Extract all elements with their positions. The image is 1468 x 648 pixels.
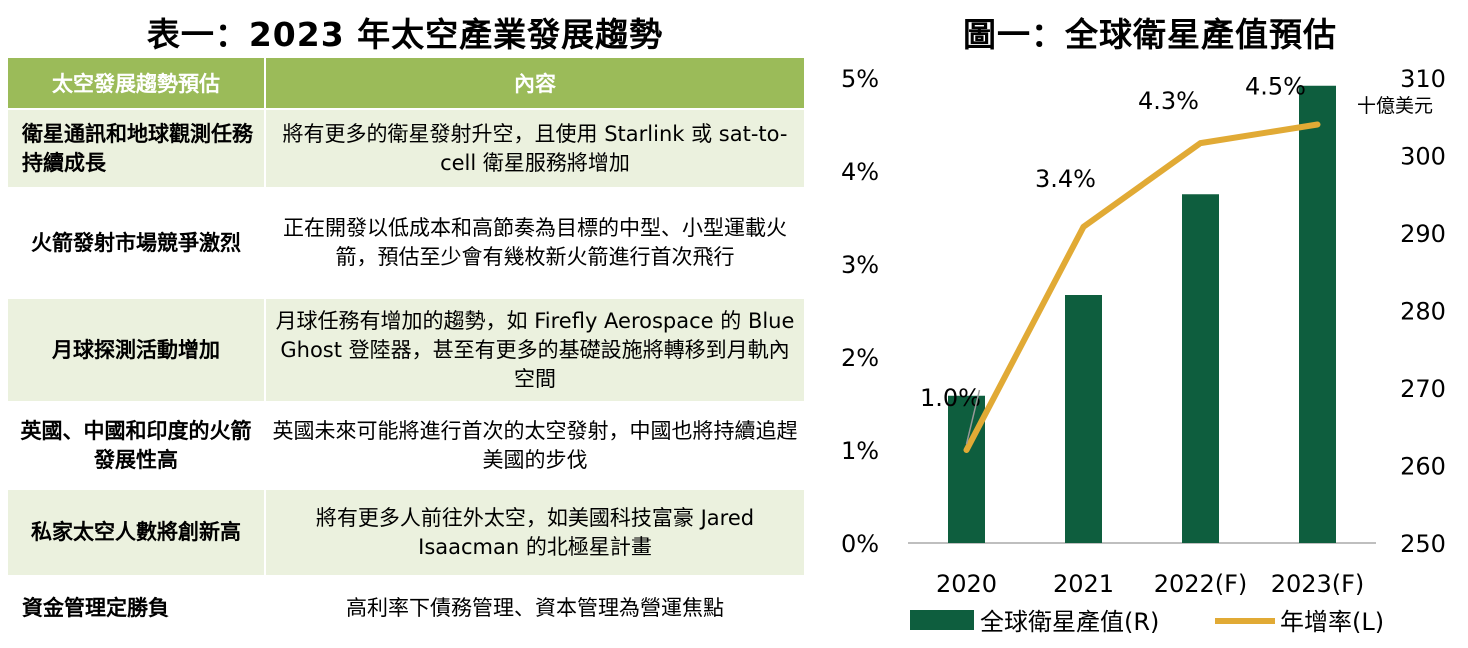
left-axis-tick-label: 5% xyxy=(841,65,879,93)
trend-cell: 資金管理定勝負 xyxy=(6,575,266,641)
left-axis-tick-label: 4% xyxy=(841,158,879,186)
left-axis-tick-label: 2% xyxy=(841,344,879,372)
table-row: 月球探測活動增加 月球任務有增加的趨勢，如 Firefly Aerospace … xyxy=(6,297,806,403)
right-axis-tick-label: 310 xyxy=(1400,65,1446,93)
bar-satellite-value xyxy=(1065,295,1102,543)
right-axis-tick-label: 280 xyxy=(1400,298,1446,326)
table-row: 英國、中國和印度的火箭發展性高 英國未來可能將進行首次的太空發射，中國也將持續追… xyxy=(6,401,806,490)
bar-satellite-value xyxy=(1182,194,1219,543)
growth-rate-data-label: 1.0% xyxy=(920,384,981,412)
table-title: 表一：2023 年太空產業發展趨勢 xyxy=(146,15,664,54)
x-axis-tick-label: 2023(F) xyxy=(1271,570,1365,598)
table-row: 衛星通訊和地球觀測任務持續成長 將有更多的衛星發射升空，且使用 Starlink… xyxy=(6,108,806,189)
trend-cell: 英國、中國和印度的火箭發展性高 xyxy=(6,401,266,490)
right-axis-tick-label: 300 xyxy=(1400,143,1446,171)
content-cell: 將有更多的衛星發射升空，且使用 Starlink 或 sat-to-cell 衛… xyxy=(264,108,806,189)
left-axis-tick-label: 3% xyxy=(841,251,879,279)
chart-title: 圖一：全球衛星產值預估 xyxy=(963,15,1337,54)
trend-cell: 私家太空人數將創新高 xyxy=(6,488,266,577)
legend-swatch-bar xyxy=(910,610,974,630)
content-cell: 英國未來可能將進行首次的太空發射，中國也將持續追趕美國的步伐 xyxy=(264,401,806,490)
content-cell: 正在開發以低成本和高節奏為目標的中型、小型運載火箭，預估至少會有幾枚新火箭進行首… xyxy=(264,187,806,299)
growth-rate-data-label: 4.3% xyxy=(1138,87,1199,115)
data-label-leader-line xyxy=(965,389,981,445)
x-axis-tick-label: 2022(F) xyxy=(1154,570,1248,598)
legend-label-line: 年增率(L) xyxy=(1280,608,1384,636)
legend-label-bar: 全球衛星產值(R) xyxy=(980,608,1159,636)
table-row: 私家太空人數將創新高 將有更多人前往外太空，如美國科技富豪 Jared Isaa… xyxy=(6,488,806,577)
right-axis-unit: 十億美元 xyxy=(1357,95,1433,117)
growth-rate-data-label: 4.5% xyxy=(1245,73,1306,101)
growth-rate-data-label: 3.4% xyxy=(1035,165,1096,193)
header-content: 內容 xyxy=(264,56,806,110)
bar-satellite-value xyxy=(948,395,985,543)
left-axis-tick-label: 1% xyxy=(841,437,879,465)
trends-table: 太空發展趨勢預估 內容 衛星通訊和地球觀測任務持續成長 將有更多的衛星發射升空，… xyxy=(6,56,806,641)
line-growth-rate xyxy=(963,121,1321,453)
x-axis-tick-label: 2020 xyxy=(936,570,997,598)
right-axis-tick-label: 260 xyxy=(1400,453,1446,481)
bar-satellite-value xyxy=(1299,85,1336,543)
content-cell: 將有更多人前往外太空，如美國科技富豪 Jared Isaacman 的北極星計畫 xyxy=(264,488,806,577)
x-axis-tick-label: 2021 xyxy=(1053,570,1114,598)
right-axis-tick-label: 270 xyxy=(1400,375,1446,403)
header-trend: 太空發展趨勢預估 xyxy=(6,56,266,110)
right-axis-tick-label: 290 xyxy=(1400,220,1446,248)
table-row: 火箭發射市場競爭激烈 正在開發以低成本和高節奏為目標的中型、小型運載火箭，預估至… xyxy=(6,187,806,299)
content-cell: 月球任務有增加的趨勢，如 Firefly Aerospace 的 Blue Gh… xyxy=(264,297,806,403)
trend-cell: 衛星通訊和地球觀測任務持續成長 xyxy=(6,108,266,189)
trend-cell: 火箭發射市場競爭激烈 xyxy=(6,187,266,299)
trend-cell: 月球探測活動增加 xyxy=(6,297,266,403)
left-axis-tick-label: 0% xyxy=(841,530,879,558)
right-axis-tick-label: 250 xyxy=(1400,530,1446,558)
content-cell: 高利率下債務管理、資本管理為營運焦點 xyxy=(264,575,806,641)
table-row: 資金管理定勝負 高利率下債務管理、資本管理為營運焦點 xyxy=(6,575,806,641)
